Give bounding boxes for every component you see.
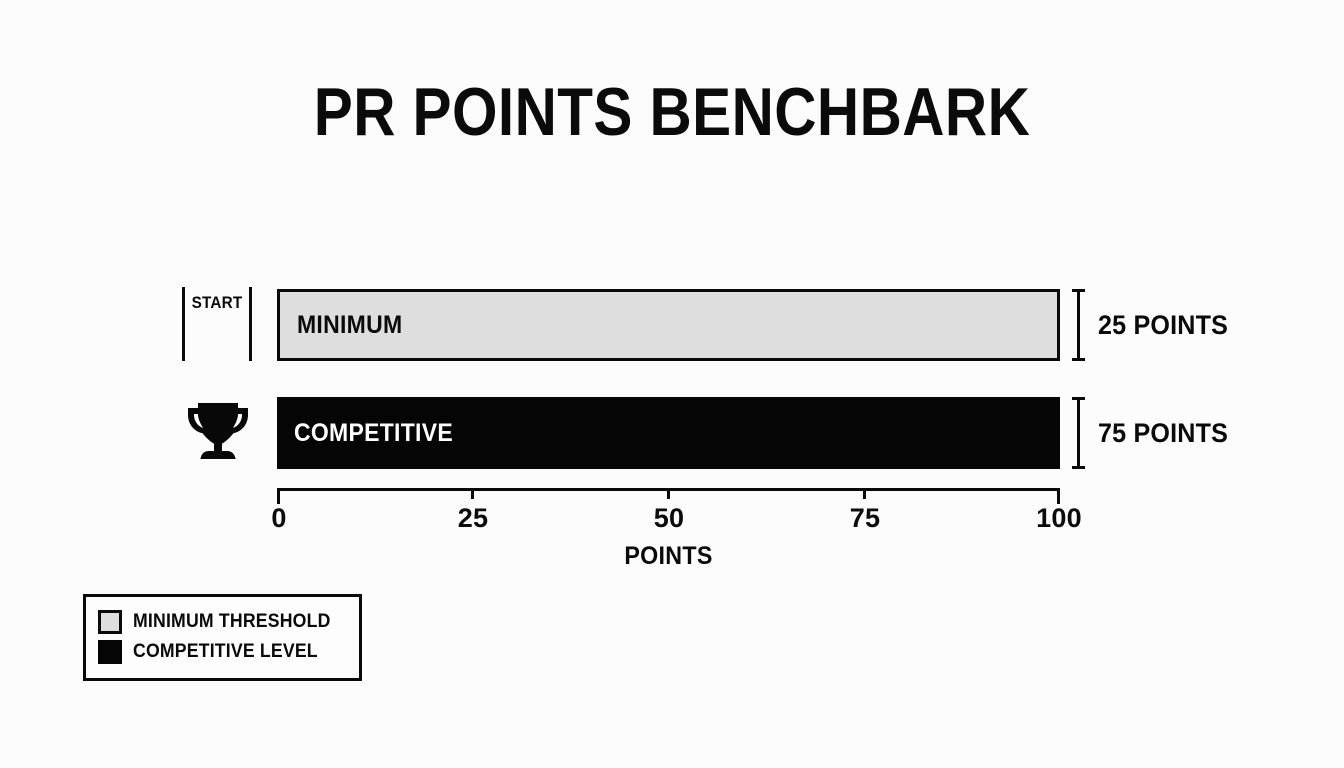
axis-tick-50 — [667, 488, 670, 499]
dimension-minimum: 25 POINTS — [1072, 289, 1238, 361]
axis-tick-100 — [1057, 488, 1060, 504]
axis-tick-label-75: 75 — [849, 503, 881, 533]
chart-title: PR POINTS BENCHBARK — [313, 74, 1031, 150]
axis-tick-label-0: 0 — [271, 503, 287, 533]
axis-tick-25 — [471, 488, 474, 499]
minimum-swatch-icon — [98, 610, 122, 634]
legend-item-competitive[interactable]: COMPETITIVE LEVEL — [98, 637, 345, 667]
bar-minimum[interactable]: MINIMUM — [277, 289, 1060, 361]
dimension-bracket-icon — [1072, 289, 1085, 361]
start-marker: START — [182, 287, 252, 361]
start-rule-left — [182, 287, 185, 361]
trophy-icon — [184, 397, 252, 467]
start-rule-right — [249, 287, 252, 361]
legend-item-minimum[interactable]: MINIMUM THRESHOLD — [98, 607, 345, 637]
value-label-minimum: 25 POINTS — [1098, 309, 1229, 340]
competitive-swatch-icon — [98, 640, 122, 664]
bar-label-minimum: MINIMUM — [297, 310, 403, 339]
bar-track-competitive: COMPETITIVE — [277, 397, 1060, 469]
axis-tick-label-100: 100 — [1036, 503, 1082, 533]
legend: MINIMUM THRESHOLD COMPETITIVE LEVEL — [83, 594, 363, 681]
axis-tick-0 — [277, 488, 280, 504]
legend-label-minimum: MINIMUM THRESHOLD — [133, 611, 331, 632]
value-label-competitive: 75 POINTS — [1098, 417, 1229, 448]
bar-row-minimum: MINIMUM — [0, 289, 1344, 361]
bar-track-minimum: MINIMUM — [277, 289, 1060, 361]
axis-tick-label-25: 25 — [457, 503, 489, 533]
bar-row-competitive: COMPETITIVE — [0, 397, 1344, 469]
legend-label-competitive: COMPETITIVE LEVEL — [133, 641, 318, 662]
axis-title: POINTS — [624, 542, 713, 570]
start-label: START — [191, 293, 243, 312]
x-axis — [277, 488, 1060, 504]
axis-tick-75 — [863, 488, 866, 499]
bar-label-competitive: COMPETITIVE — [294, 418, 453, 447]
axis-tick-label-50: 50 — [653, 503, 685, 533]
bar-competitive[interactable]: COMPETITIVE — [277, 397, 1060, 469]
dimension-bracket-icon — [1072, 397, 1085, 469]
dimension-competitive: 75 POINTS — [1072, 397, 1238, 469]
